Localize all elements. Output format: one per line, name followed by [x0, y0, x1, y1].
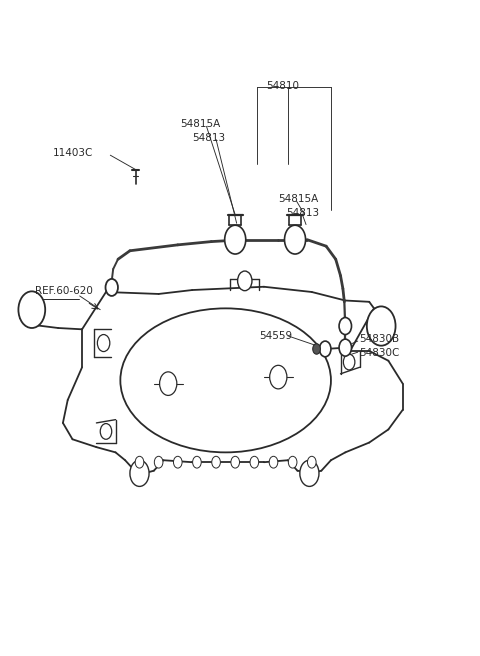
Circle shape [135, 457, 144, 468]
Circle shape [192, 457, 201, 468]
Circle shape [106, 279, 118, 296]
Circle shape [367, 306, 396, 346]
Text: 54830B: 54830B [359, 334, 399, 344]
Circle shape [313, 344, 321, 354]
Circle shape [159, 372, 177, 396]
Text: 54830C: 54830C [359, 348, 399, 358]
Circle shape [270, 365, 287, 389]
Circle shape [300, 461, 319, 486]
Circle shape [238, 271, 252, 291]
Circle shape [288, 457, 297, 468]
Circle shape [320, 341, 331, 357]
Circle shape [339, 339, 351, 356]
Text: 54815A: 54815A [278, 194, 319, 204]
Circle shape [225, 225, 246, 254]
Circle shape [308, 457, 316, 468]
Circle shape [339, 318, 351, 335]
Circle shape [130, 461, 149, 486]
Text: REF.60-620: REF.60-620 [35, 286, 93, 297]
Text: 54813: 54813 [287, 208, 320, 218]
Circle shape [212, 457, 220, 468]
Circle shape [285, 225, 306, 254]
Text: 54810: 54810 [266, 81, 300, 91]
Circle shape [250, 457, 259, 468]
Circle shape [18, 291, 45, 328]
Circle shape [231, 457, 240, 468]
Text: 54813: 54813 [192, 133, 225, 142]
Text: 54815A: 54815A [180, 119, 220, 129]
Circle shape [269, 457, 278, 468]
Circle shape [173, 457, 182, 468]
Text: 54559: 54559 [259, 331, 292, 341]
Text: 11403C: 11403C [52, 148, 93, 157]
Circle shape [155, 457, 163, 468]
